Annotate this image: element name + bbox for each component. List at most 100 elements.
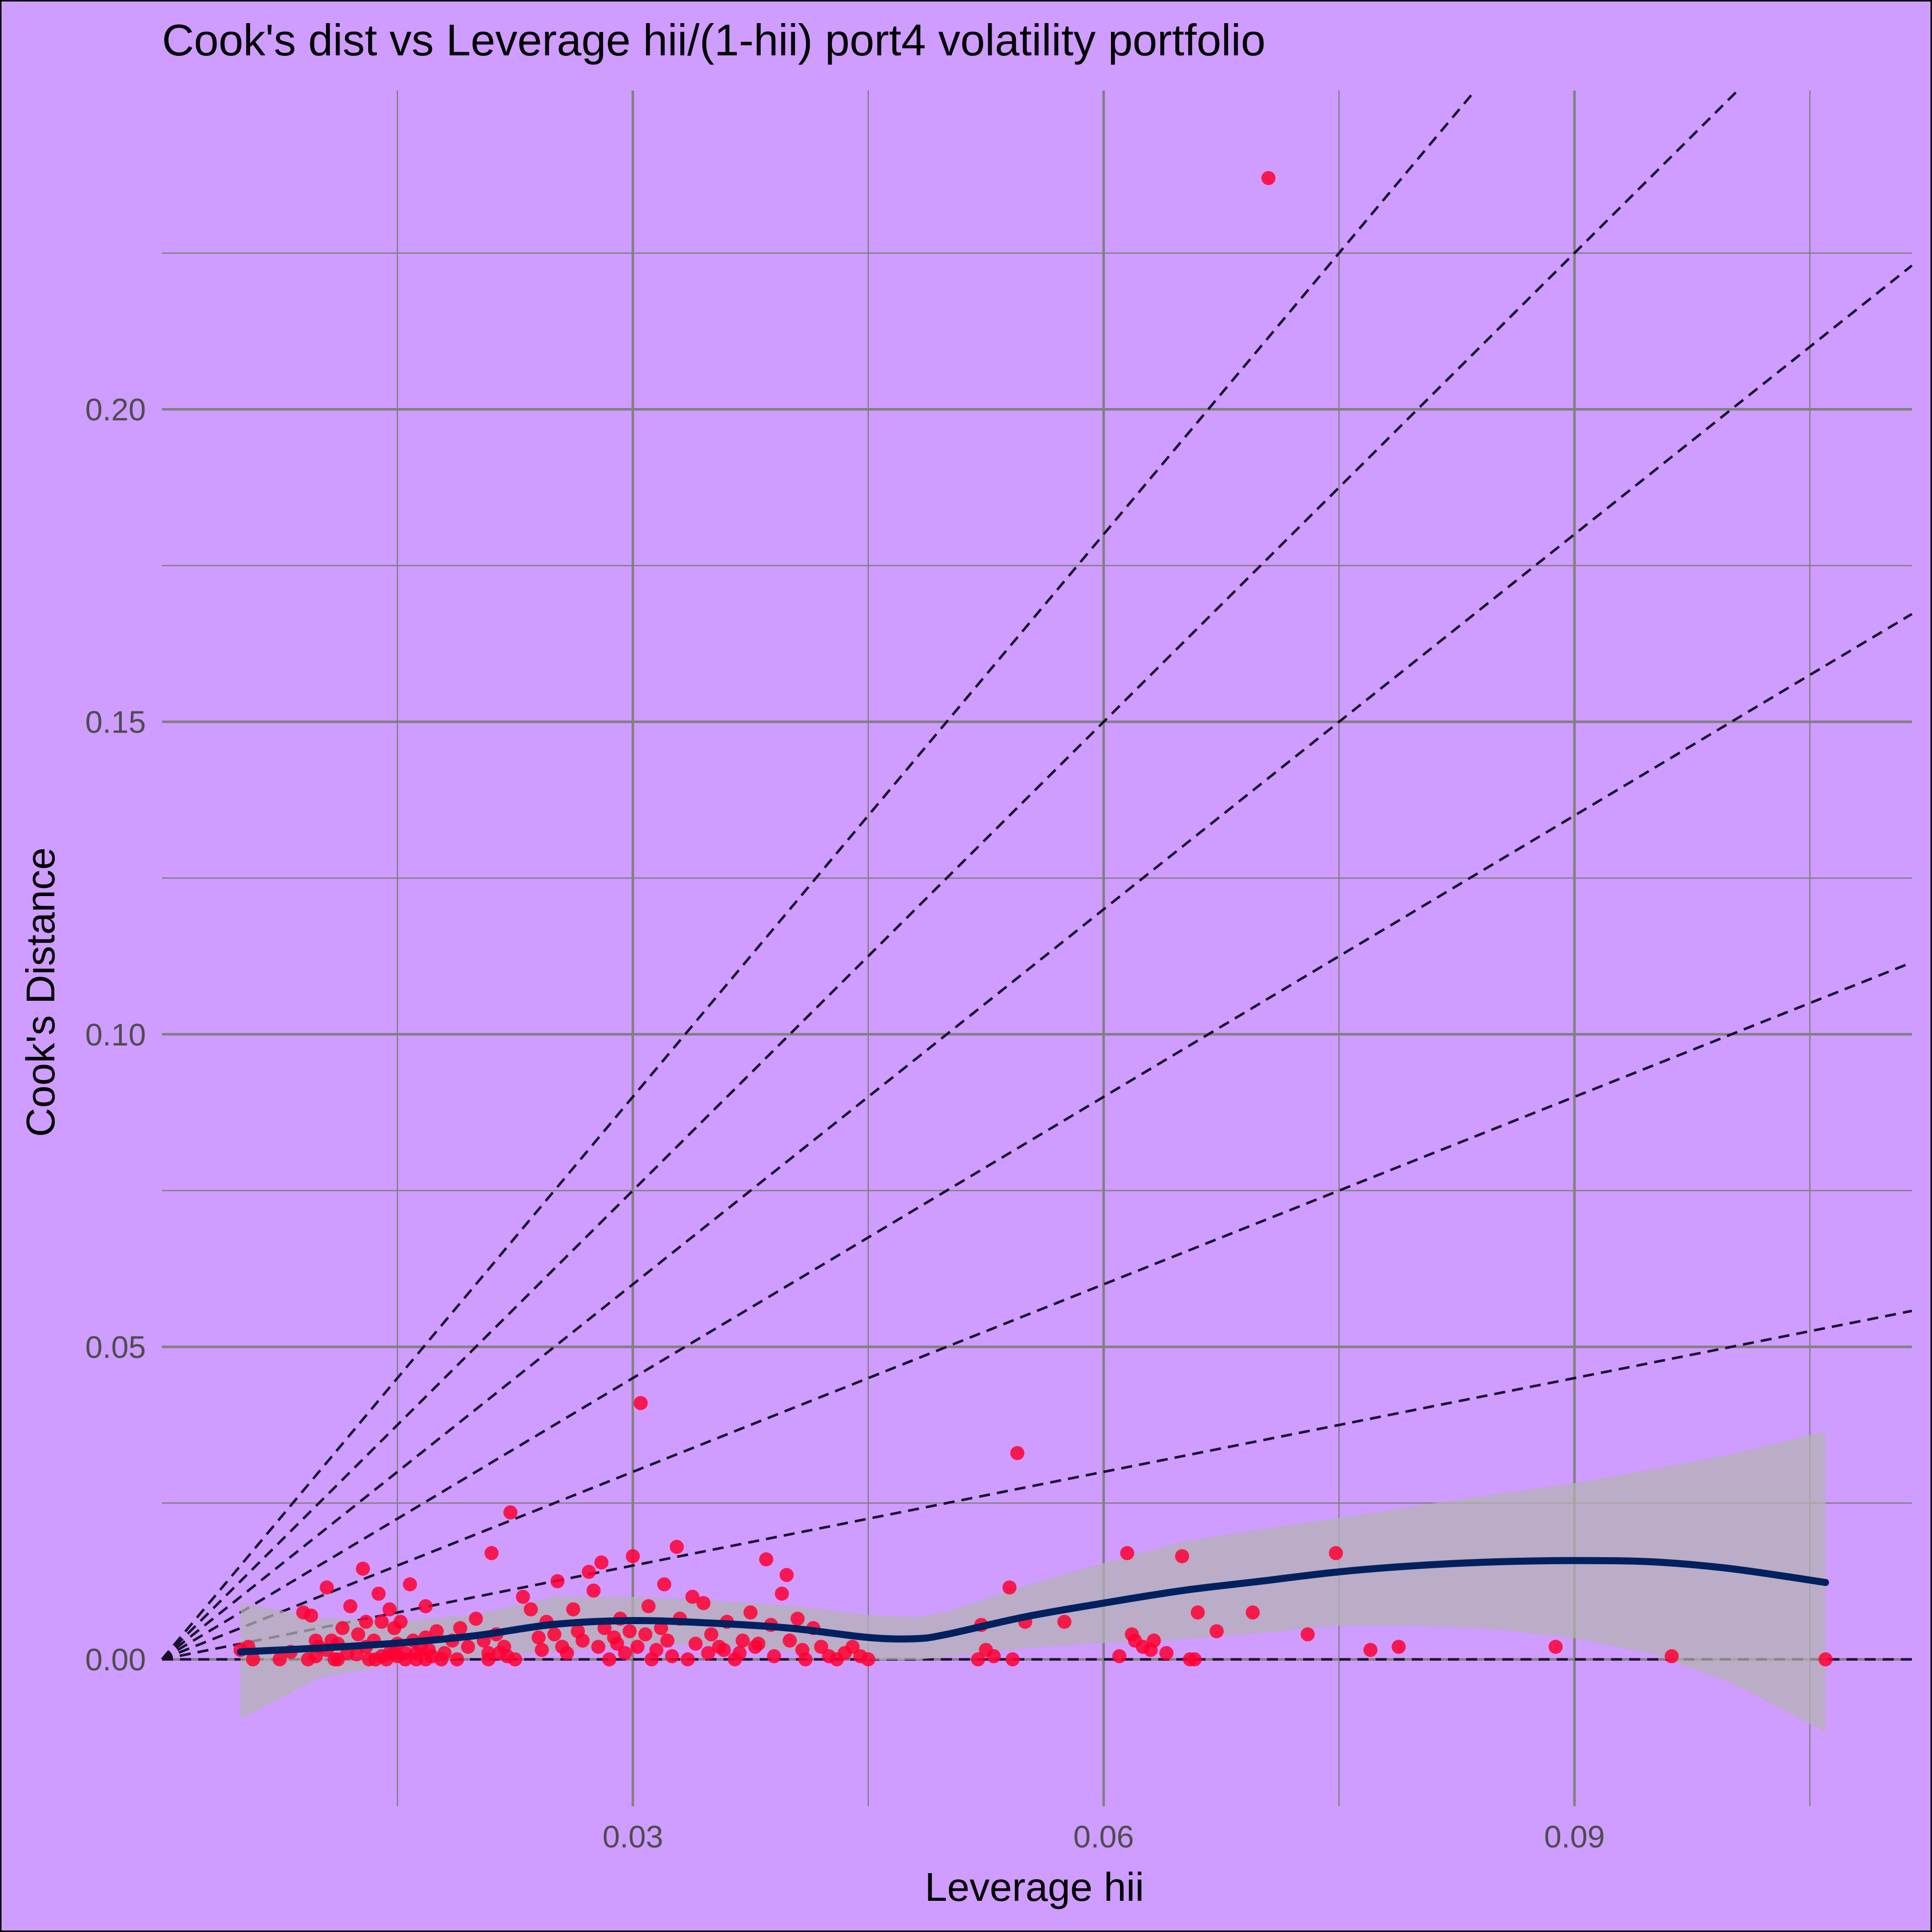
data-point bbox=[524, 1602, 538, 1617]
data-point bbox=[331, 1652, 345, 1667]
tick-labels: 0.03 0.06 0.09 0.00 0.05 0.10 0.15 0.20 bbox=[85, 393, 1604, 1855]
data-point bbox=[1159, 1646, 1174, 1660]
data-point bbox=[1664, 1649, 1679, 1663]
data-point bbox=[349, 1647, 364, 1662]
data-point bbox=[618, 1646, 632, 1660]
data-point bbox=[481, 1646, 496, 1660]
chart-title: Cook's dist vs Leverage hii/(1-hii) port… bbox=[162, 15, 1265, 65]
data-point bbox=[374, 1615, 389, 1629]
smooth-line-layer bbox=[237, 1557, 1829, 1656]
data-point bbox=[450, 1652, 464, 1667]
data-point bbox=[534, 1643, 549, 1657]
data-point bbox=[304, 1608, 318, 1623]
data-point bbox=[508, 1652, 522, 1667]
data-point bbox=[681, 1652, 695, 1667]
data-point bbox=[356, 1561, 370, 1576]
data-point bbox=[516, 1589, 530, 1604]
reference-line-5 bbox=[161, 90, 1476, 1660]
data-point bbox=[550, 1574, 565, 1588]
data-point bbox=[732, 1646, 747, 1660]
data-point bbox=[351, 1627, 365, 1642]
data-point bbox=[1120, 1546, 1135, 1560]
data-point bbox=[759, 1552, 773, 1567]
data-point bbox=[503, 1505, 518, 1520]
data-point bbox=[591, 1640, 606, 1654]
data-point bbox=[308, 1633, 323, 1648]
data-point bbox=[1002, 1580, 1017, 1595]
data-point bbox=[390, 1649, 405, 1663]
data-point bbox=[468, 1612, 483, 1626]
data-point bbox=[1261, 171, 1276, 185]
data-point bbox=[343, 1599, 358, 1614]
data-point bbox=[782, 1633, 797, 1648]
data-point bbox=[1187, 1652, 1202, 1667]
data-point bbox=[622, 1624, 637, 1639]
data-point bbox=[586, 1583, 601, 1598]
data-point bbox=[657, 1577, 672, 1591]
smooth-line bbox=[237, 1557, 1829, 1656]
y-tick-label: 0.05 bbox=[85, 1330, 146, 1365]
data-point bbox=[1057, 1615, 1072, 1629]
data-point bbox=[688, 1637, 703, 1651]
data-point bbox=[743, 1605, 758, 1620]
data-point bbox=[419, 1599, 433, 1614]
data-point bbox=[1147, 1633, 1161, 1648]
data-point bbox=[670, 1540, 684, 1554]
data-point bbox=[1548, 1640, 1563, 1654]
data-point bbox=[582, 1565, 596, 1579]
confidence-band-layer bbox=[240, 1431, 1826, 1732]
data-point bbox=[382, 1602, 397, 1617]
data-point bbox=[665, 1649, 679, 1663]
data-point bbox=[716, 1643, 731, 1657]
data-point bbox=[1005, 1652, 1020, 1667]
data-point bbox=[696, 1596, 711, 1611]
data-point bbox=[845, 1640, 860, 1654]
y-tick-label: 0.00 bbox=[85, 1643, 146, 1677]
data-point bbox=[429, 1624, 444, 1639]
data-point bbox=[625, 1549, 640, 1564]
data-point bbox=[610, 1637, 624, 1651]
reference-line-2 bbox=[161, 613, 1913, 1661]
data-point bbox=[775, 1586, 789, 1601]
data-point bbox=[1210, 1624, 1224, 1639]
data-point bbox=[246, 1652, 260, 1667]
minor-gridlines bbox=[162, 91, 1912, 1806]
data-point bbox=[1363, 1643, 1378, 1657]
reference-line-4 bbox=[161, 90, 1739, 1660]
data-point bbox=[971, 1652, 985, 1667]
y-tick-label: 0.15 bbox=[85, 705, 146, 740]
data-point bbox=[409, 1652, 424, 1667]
data-point bbox=[368, 1652, 383, 1667]
data-point bbox=[1190, 1605, 1205, 1620]
data-point bbox=[319, 1580, 334, 1595]
data-point bbox=[649, 1643, 664, 1657]
data-point bbox=[403, 1577, 417, 1591]
confidence-band bbox=[240, 1431, 1826, 1732]
x-tick-label: 0.03 bbox=[602, 1820, 663, 1855]
y-axis-title: Cook's Distance bbox=[18, 847, 63, 1137]
data-point bbox=[790, 1612, 805, 1626]
data-point bbox=[335, 1621, 350, 1635]
data-point bbox=[1392, 1640, 1406, 1654]
data-point bbox=[1175, 1549, 1189, 1564]
data-point bbox=[1818, 1652, 1833, 1667]
data-point bbox=[1010, 1446, 1024, 1461]
data-point bbox=[641, 1599, 656, 1614]
data-point bbox=[767, 1649, 781, 1663]
data-point bbox=[1329, 1546, 1343, 1560]
data-point bbox=[660, 1633, 675, 1648]
data-point bbox=[272, 1652, 287, 1667]
data-point bbox=[987, 1649, 1001, 1663]
x-tick-label: 0.09 bbox=[1544, 1820, 1605, 1855]
data-point bbox=[1112, 1649, 1126, 1663]
data-point bbox=[685, 1589, 700, 1604]
data-point bbox=[861, 1652, 875, 1667]
data-point bbox=[485, 1546, 499, 1560]
data-point bbox=[736, 1633, 750, 1648]
data-point bbox=[1301, 1627, 1315, 1642]
data-point bbox=[701, 1646, 715, 1660]
data-point bbox=[371, 1586, 386, 1601]
data-point bbox=[751, 1637, 766, 1651]
